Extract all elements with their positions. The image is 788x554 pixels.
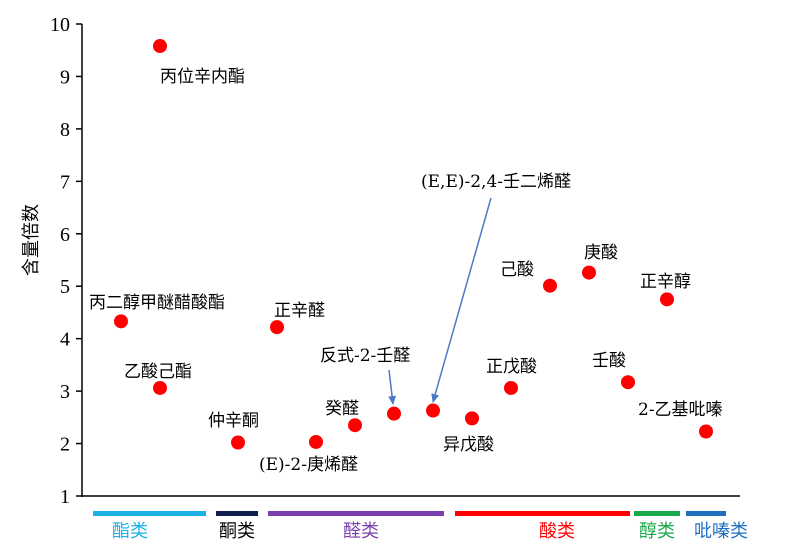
y-tick-label: 7 [60, 171, 70, 193]
y-axis-label: 含量倍数 [21, 204, 42, 276]
annotation-arrow-nonadienal [431, 197, 492, 403]
data-point [231, 435, 245, 450]
point-label-decanal: 癸醛 [325, 399, 359, 419]
data-point [270, 320, 284, 335]
category-bar-aldehydes [268, 511, 444, 516]
data-point [387, 406, 401, 421]
y-tick-label: 4 [60, 329, 70, 351]
data-points [114, 39, 713, 450]
data-point [543, 278, 557, 293]
category-bar-alcohols [634, 511, 680, 516]
point-label-hexyl-acetate: 乙酸己酯 [124, 362, 192, 382]
point-label-octanal: 正辛醛 [274, 301, 325, 321]
y-tick-label: 3 [60, 381, 70, 403]
y-tick-label: 10 [50, 14, 70, 36]
data-point [621, 375, 635, 390]
data-point [582, 265, 596, 280]
point-label-gamma-octalactone: 丙位辛内酯 [160, 67, 245, 87]
point-label-isovaleric-acid: 异戊酸 [443, 435, 494, 455]
y-tick-label: 2 [60, 434, 70, 456]
category-label-pyrazines: 吡嗪类 [694, 521, 748, 542]
y-tick-label: 9 [60, 66, 70, 88]
data-point [426, 403, 440, 418]
y-tick-label: 6 [60, 224, 70, 246]
data-point [348, 418, 362, 433]
y-tick-label: 1 [60, 486, 70, 508]
point-label-octanol: 正辛醇 [640, 272, 691, 292]
data-point [309, 434, 323, 449]
data-point [699, 424, 713, 439]
point-label-hexanoic-acid: 己酸 [500, 260, 534, 280]
point-label-pgmea: 丙二醇甲醚醋酸酯 [89, 293, 225, 313]
point-label-nonanoic-acid: 壬酸 [592, 351, 626, 371]
category-bar-acids [455, 511, 630, 516]
data-point [660, 292, 674, 307]
category-label-alcohols: 醇类 [639, 521, 675, 542]
data-point [114, 314, 128, 329]
data-point [504, 380, 518, 395]
point-label-ethylpyrazine: 2-乙基吡嗪 [638, 400, 723, 420]
category-label-acids: 酸类 [539, 521, 575, 542]
y-tick-label: 5 [60, 276, 70, 298]
point-label-2-octanone: 仲辛酮 [208, 411, 259, 431]
annotation-arrow-nonenal [388, 369, 397, 405]
point-label-heptanoic-acid: 庚酸 [584, 243, 618, 263]
category-bar-ketones [216, 511, 258, 516]
category-bar-pyrazines [686, 511, 726, 516]
point-label-nonenal: 反式-2-壬醛 [320, 346, 410, 366]
point-label-heptenal: (E)-2-庚烯醛 [259, 455, 358, 475]
category-label-ketones: 酮类 [219, 521, 255, 542]
point-label-nonadienal: (E,E)-2,4-壬二烯醛 [421, 172, 571, 192]
category-label-aldehydes: 醛类 [343, 521, 379, 542]
data-point [153, 380, 167, 395]
point-label-valeric-acid: 正戊酸 [486, 357, 537, 377]
y-tick-label: 8 [60, 119, 70, 141]
data-point [153, 39, 167, 54]
category-bar-esters [93, 511, 206, 516]
y-ticks: 1 2 3 4 5 6 7 8 9 10 [50, 14, 82, 508]
category-label-esters: 酯类 [112, 521, 148, 542]
data-point [465, 411, 479, 426]
